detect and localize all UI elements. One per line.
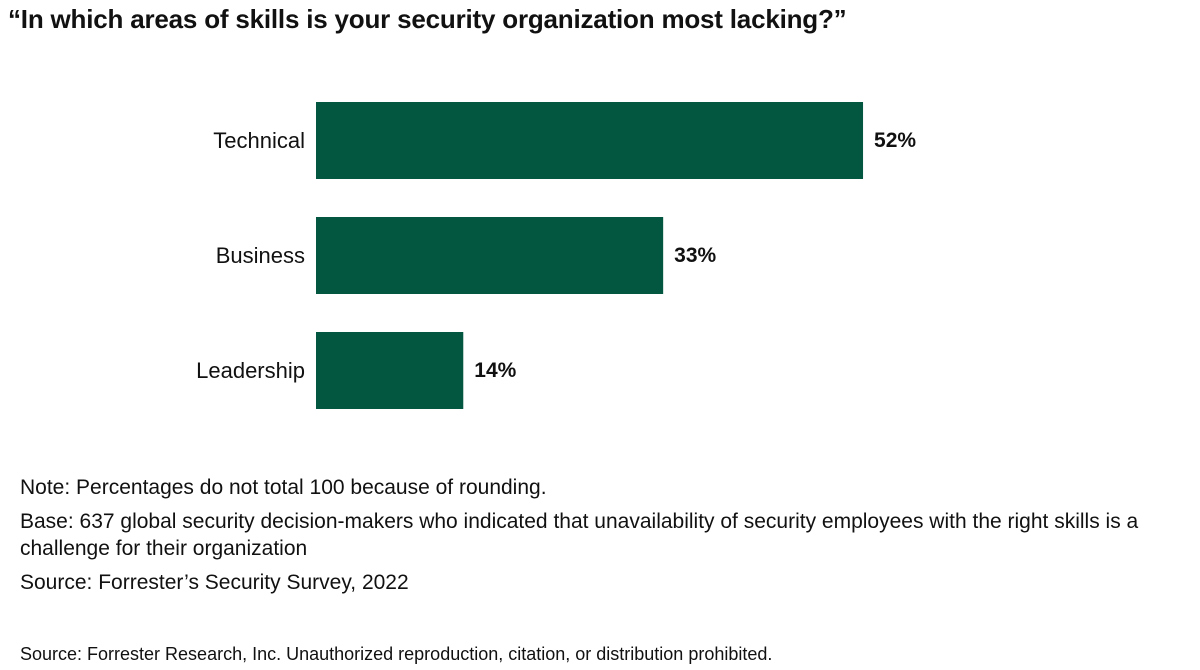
chart-notes: Note: Percentages do not total 100 becau… [20,474,1190,603]
value-label-leadership: 14% [474,359,516,382]
value-label-technical: 52% [874,129,916,152]
value-label-business: 33% [674,244,716,267]
survey-source-text: Source: Forrester’s Security Survey, 202… [20,571,409,594]
category-label-technical: Technical [213,128,305,153]
copyright-text: Source: Forrester Research, Inc. Unautho… [20,644,773,664]
category-label-business: Business [216,243,305,268]
bar-technical [316,102,864,179]
bar-chart: Technical 52% Business 33% Leadership 14% [196,102,916,409]
note-text: Note: Percentages do not total 100 becau… [20,476,547,499]
bar-business [316,217,664,294]
category-label-leadership: Leadership [196,358,305,383]
chart-title: “In which areas of skills is your securi… [8,4,847,34]
base-text: Base: 637 global security decision-maker… [20,510,1139,560]
bar-leadership [316,332,464,409]
